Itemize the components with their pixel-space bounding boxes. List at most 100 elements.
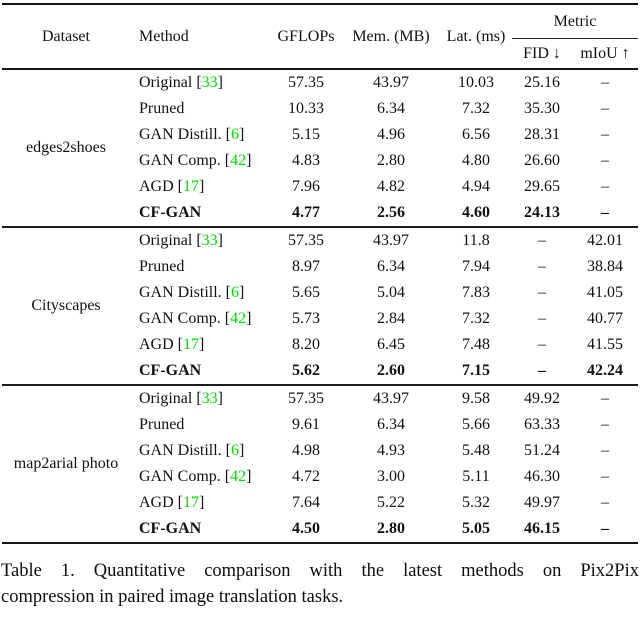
- cell-lat: 4.80: [462, 152, 490, 169]
- cell-lat: 7.32: [462, 100, 490, 117]
- method-name: GAN Comp.: [139, 468, 221, 485]
- citation-link[interactable]: 33: [201, 232, 218, 249]
- cell-mem: 2.56: [377, 204, 405, 221]
- cell-method: Original [33]: [130, 69, 270, 96]
- cell-fid: 28.31: [524, 126, 560, 143]
- cell-fid: –: [538, 232, 546, 249]
- citation-bracket-open: [: [192, 232, 202, 249]
- cell-fid: 25.16: [524, 74, 560, 91]
- citation-link[interactable]: 33: [201, 74, 218, 91]
- cell-method: Pruned: [130, 412, 270, 438]
- cell-gflops: 7.64: [292, 494, 320, 511]
- table-row: GAN Distill. [6] 5.65 5.04 7.83 – 41.05: [2, 280, 638, 306]
- citation-bracket-close: ]: [217, 74, 223, 91]
- table-row-highlight: CF-GAN 4.50 2.80 5.05 46.15 –: [2, 516, 638, 543]
- cell-lat: 5.05: [462, 520, 490, 537]
- cell-lat: 7.15: [462, 362, 490, 379]
- cell-gflops: 5.73: [292, 310, 320, 327]
- cell-method: GAN Distill. [6]: [130, 122, 270, 148]
- table-row: AGD [17] 7.64 5.22 5.32 49.97 –: [2, 490, 638, 516]
- cell-gflops: 10.33: [288, 100, 324, 117]
- cell-miou: –: [601, 468, 609, 485]
- cell-gflops: 7.96: [292, 178, 320, 195]
- method-name: Original: [139, 390, 193, 407]
- citation-bracket-close: ]: [246, 152, 252, 169]
- cell-fid: 35.30: [524, 100, 560, 117]
- cell-mem: 43.97: [373, 232, 409, 249]
- cell-miou: 42.24: [587, 362, 623, 379]
- col-header-lat: Lat. (ms): [446, 27, 506, 45]
- table-row: Cityscapes Original [33] 57.35 43.97 11.…: [2, 227, 638, 314]
- citation-link[interactable]: 6: [231, 126, 239, 143]
- citation-link[interactable]: 6: [231, 284, 239, 301]
- cell-miou: 38.84: [587, 258, 623, 275]
- cell-miou: 42.01: [587, 232, 623, 249]
- cell-fid: –: [538, 284, 546, 301]
- cell-gflops: 4.98: [292, 442, 320, 459]
- table-header: Dataset Method GFLOPs Mem. (MB) Lat. (ms…: [2, 4, 638, 69]
- cell-method: AGD [17]: [130, 174, 270, 200]
- cell-lat: 5.32: [462, 494, 490, 511]
- table-row-highlight: CF-GAN 5.62 2.60 7.15 – 42.24: [2, 358, 638, 385]
- citation-bracket-open: [: [221, 126, 231, 143]
- cell-miou: –: [601, 126, 609, 143]
- citation-bracket-close: ]: [246, 310, 252, 327]
- citation-link[interactable]: 6: [231, 442, 239, 459]
- method-name: GAN Distill.: [139, 442, 222, 459]
- citation-link[interactable]: 17: [183, 494, 199, 511]
- citation-bracket-close: ]: [217, 232, 223, 249]
- cell-mem: 5.22: [377, 494, 405, 511]
- citation-bracket-close: ]: [199, 336, 205, 353]
- citation-link[interactable]: 33: [201, 390, 218, 407]
- cell-lat: 6.56: [462, 126, 490, 143]
- cell-miou: 41.05: [587, 284, 623, 301]
- cell-method: Original [33]: [130, 227, 270, 254]
- group-map2arial-photo: map2arial photo Original [33] 57.35 43.9…: [2, 385, 638, 543]
- cell-miou: 41.55: [587, 336, 623, 353]
- citation-bracket-close: ]: [199, 494, 205, 511]
- cell-fid: –: [538, 258, 546, 275]
- cell-mem: 6.45: [377, 336, 405, 353]
- citation-link[interactable]: 17: [183, 178, 199, 195]
- method-name: GAN Comp.: [139, 310, 221, 327]
- cell-lat: 4.94: [462, 178, 490, 195]
- cell-gflops: 57.35: [288, 390, 324, 407]
- cell-mem: 4.93: [377, 442, 405, 459]
- table-row: Pruned 9.61 6.34 5.66 63.33 –: [2, 412, 638, 438]
- cell-lat: 11.8: [462, 232, 490, 249]
- cell-method: GAN Comp. [42]: [130, 306, 270, 332]
- citation-link[interactable]: 17: [183, 336, 199, 353]
- citation-link[interactable]: 42: [230, 310, 247, 327]
- cell-method: Pruned: [130, 254, 270, 280]
- cell-lat: 5.48: [462, 442, 490, 459]
- table-row: map2arial photo Original [33] 57.35 43.9…: [2, 385, 638, 472]
- cell-fid: –: [538, 362, 546, 379]
- method-name: CF-GAN: [139, 520, 202, 537]
- method-name: AGD: [139, 336, 174, 353]
- citation-bracket-open: [: [220, 468, 231, 485]
- cell-mem: 2.80: [377, 520, 405, 537]
- method-name: CF-GAN: [139, 362, 202, 379]
- method-name: CF-GAN: [139, 204, 202, 221]
- cell-mem: 43.97: [373, 74, 409, 91]
- table-row: GAN Distill. [6] 4.98 4.93 5.48 51.24 –: [2, 438, 638, 464]
- cell-mem: 2.80: [377, 152, 405, 169]
- cell-fid: 49.97: [524, 494, 560, 511]
- citation-bracket-close: ]: [239, 126, 245, 143]
- cell-fid: 24.13: [524, 204, 560, 221]
- results-table: Dataset Method GFLOPs Mem. (MB) Lat. (ms…: [2, 3, 638, 544]
- header-row-2: FID ↓ mIoU ↑: [2, 39, 638, 70]
- cell-mem: 5.04: [377, 284, 405, 301]
- citation-link[interactable]: 42: [230, 468, 247, 485]
- citation-bracket-open: [: [173, 494, 183, 511]
- cell-fid: 26.60: [524, 152, 560, 169]
- cell-mem: 2.60: [377, 362, 405, 379]
- caption-line-1: Table 1. Quantitative comparison with th…: [1, 561, 639, 581]
- cell-gflops: 4.72: [292, 468, 320, 485]
- method-name: Pruned: [139, 100, 185, 117]
- cell-method: GAN Comp. [42]: [130, 464, 270, 490]
- citation-bracket-close: ]: [217, 390, 223, 407]
- citation-link[interactable]: 42: [230, 152, 247, 169]
- cell-lat: 7.83: [462, 284, 490, 301]
- cell-method: CF-GAN: [130, 200, 270, 227]
